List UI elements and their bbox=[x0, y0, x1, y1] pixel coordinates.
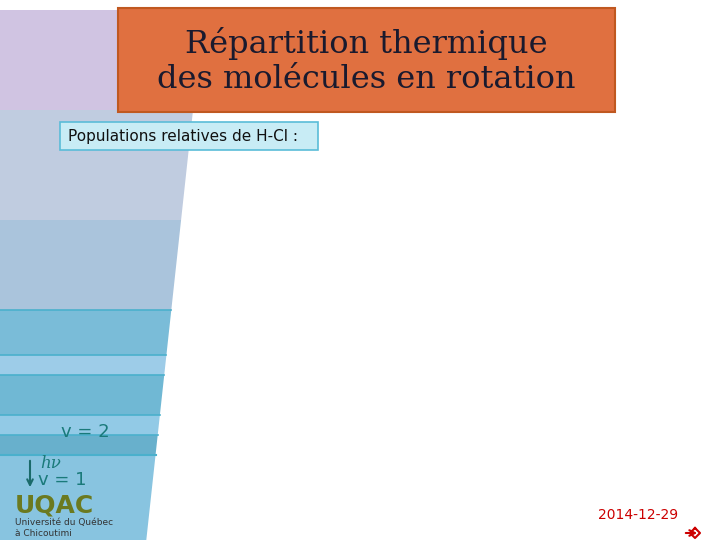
Polygon shape bbox=[0, 375, 164, 415]
Text: v = 2: v = 2 bbox=[60, 423, 109, 441]
Bar bbox=[60, 122, 318, 150]
Text: Université du Québec: Université du Québec bbox=[15, 518, 113, 528]
Polygon shape bbox=[0, 480, 153, 540]
Polygon shape bbox=[0, 355, 166, 375]
Text: hν: hν bbox=[40, 455, 61, 471]
Text: v = 1: v = 1 bbox=[38, 471, 86, 489]
Polygon shape bbox=[0, 415, 160, 435]
Text: UQAC: UQAC bbox=[15, 493, 94, 517]
Polygon shape bbox=[0, 220, 181, 310]
Bar bbox=[118, 8, 615, 112]
Polygon shape bbox=[0, 10, 204, 110]
Text: Répartition thermique: Répartition thermique bbox=[185, 26, 548, 59]
Polygon shape bbox=[0, 310, 171, 355]
Text: des molécules en rotation: des molécules en rotation bbox=[157, 64, 576, 96]
Text: 2014-12-29: 2014-12-29 bbox=[598, 508, 678, 522]
Text: Populations relatives de H-Cl :: Populations relatives de H-Cl : bbox=[68, 129, 298, 144]
Polygon shape bbox=[0, 110, 193, 220]
Polygon shape bbox=[0, 435, 158, 455]
Polygon shape bbox=[0, 455, 156, 480]
Text: à Chicoutimi: à Chicoutimi bbox=[15, 529, 72, 537]
